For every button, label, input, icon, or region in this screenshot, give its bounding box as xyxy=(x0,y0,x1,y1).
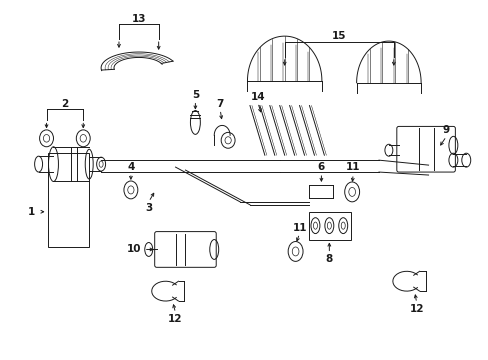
Text: 14: 14 xyxy=(250,92,264,102)
Bar xyxy=(47,153,89,247)
Text: 10: 10 xyxy=(126,244,141,255)
Text: 6: 6 xyxy=(317,162,325,172)
Bar xyxy=(309,212,350,239)
Text: 4: 4 xyxy=(127,162,134,172)
Text: 7: 7 xyxy=(216,99,224,109)
Text: 3: 3 xyxy=(145,203,152,213)
Text: 1: 1 xyxy=(28,207,35,217)
Text: 11: 11 xyxy=(345,162,360,172)
Text: 8: 8 xyxy=(325,255,332,264)
Text: 5: 5 xyxy=(191,90,199,100)
Text: 2: 2 xyxy=(61,99,68,109)
Text: 15: 15 xyxy=(331,31,346,41)
Text: 11: 11 xyxy=(292,222,306,233)
Text: 12: 12 xyxy=(408,304,423,314)
Text: 13: 13 xyxy=(131,14,146,24)
Text: 12: 12 xyxy=(168,314,183,324)
Text: 9: 9 xyxy=(442,125,449,135)
